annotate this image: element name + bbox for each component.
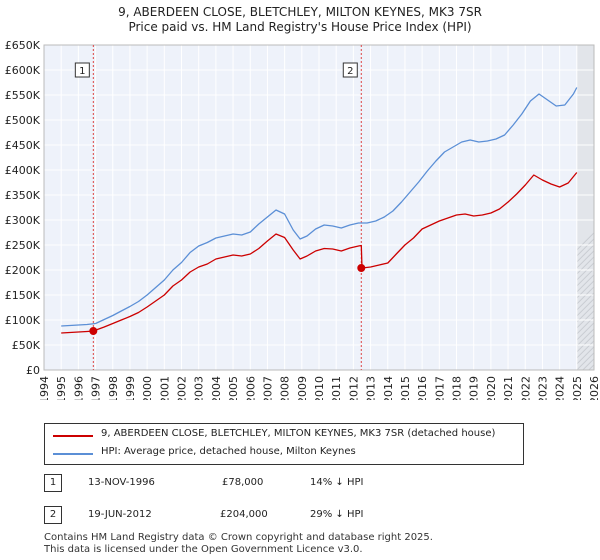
x-tick-label: 2008 (279, 376, 292, 400)
y-tick-label: £100K (5, 314, 41, 327)
chart-title: 9, ABERDEEN CLOSE, BLETCHLEY, MILTON KEY… (118, 5, 482, 19)
y-tick-label: £500K (5, 114, 41, 127)
x-tick-label: 2002 (176, 376, 189, 400)
y-tick-label: £250K (5, 239, 41, 252)
legend-label-property: 9, ABERDEEN CLOSE, BLETCHLEY, MILTON KEY… (101, 428, 496, 439)
transaction-hpi-diff: 29% ↓ HPI (310, 509, 364, 520)
y-tick-label: £50K (12, 339, 41, 352)
price-chart: £0 £50K £100K £150K £200K £250K £300K £350K £400… (5, 39, 600, 400)
y-tick-label: £600K (5, 64, 41, 77)
y-tick-label: £450K (5, 139, 41, 152)
sale-point (357, 264, 366, 272)
plot-border (43, 44, 595, 371)
x-tick-label: 1999 (124, 376, 137, 400)
x-tick-label: 2016 (416, 376, 429, 400)
x-tick-label: 2003 (193, 376, 206, 400)
x-tick-label: 1994 (38, 376, 51, 400)
x-tick-label: 2010 (313, 376, 326, 400)
x-tick-label: 1998 (107, 376, 120, 400)
transaction-hpi-diff: 14% ↓ HPI (310, 477, 364, 488)
x-tick-label: 1995 (55, 376, 68, 400)
footer-copyright: Contains HM Land Registry data © Crown c… (44, 532, 433, 543)
x-tick-label: 2022 (519, 376, 532, 400)
x-tick-label: 2011 (330, 376, 343, 400)
x-tick-label: 2007 (261, 376, 274, 400)
footer-licence: This data is licensed under the Open Gov… (44, 544, 363, 555)
x-tick-label: 2017 (433, 376, 446, 400)
sale-label-box (342, 62, 358, 78)
x-tick-label: 2012 (347, 376, 360, 400)
x-tick-label: 2005 (227, 376, 240, 400)
x-tick-label: 2000 (141, 376, 154, 400)
sale-point (89, 327, 98, 335)
y-tick-label: £650K (5, 39, 41, 52)
hpi-series-line (61, 87, 578, 327)
y-tick-label: £400K (5, 164, 41, 177)
forecast-hatch (576, 304, 594, 323)
y-tick-label: £350K (5, 189, 41, 202)
y-tick-label: £0 (26, 364, 40, 377)
legend-label-hpi: HPI: Average price, detached house, Milt… (101, 446, 356, 457)
forecast-region (576, 45, 594, 370)
chart-legend: 9, ABERDEEN CLOSE, BLETCHLEY, MILTON KEY… (44, 423, 524, 465)
forecast-hatch (576, 310, 594, 329)
x-tick-label: 2020 (485, 376, 498, 400)
transaction-date: 19-JUN-2012 (88, 509, 152, 520)
transaction-number-badge: 1 (44, 474, 62, 492)
sale-label-number: 2 (347, 66, 353, 77)
x-tick-label: 2001 (158, 376, 171, 400)
property-series-line (61, 172, 578, 334)
y-tick-label: £150K (5, 289, 41, 302)
x-tick-label: 2015 (399, 376, 412, 400)
x-tick-label: 2009 (296, 376, 309, 400)
transaction-number-badge: 2 (44, 506, 62, 524)
transaction-price: £204,000 (220, 509, 268, 520)
x-tick-label: 2006 (244, 376, 257, 400)
x-tick-label: 2004 (210, 376, 223, 400)
x-tick-label: 2014 (382, 376, 395, 400)
chart-subtitle: Price paid vs. HM Land Registry's House … (128, 20, 472, 34)
x-tick-label: 2013 (365, 376, 378, 400)
x-tick-label: 2026 (588, 376, 600, 400)
x-tick-label: 1997 (90, 376, 103, 400)
y-tick-label: £200K (5, 264, 41, 277)
x-tick-label: 2019 (468, 376, 481, 400)
x-tick-label: 2025 (571, 376, 584, 400)
forecast-hatch (595, 45, 600, 370)
x-tick-label: 2021 (502, 376, 515, 400)
x-tick-label: 2023 (536, 376, 549, 400)
transaction-price: £78,000 (222, 477, 264, 488)
legend-swatch-property (53, 435, 93, 437)
transaction-row: 2 19-JUN-2012 £204,000 29% ↓ HPI (44, 506, 484, 526)
y-tick-label: £300K (5, 214, 41, 227)
x-tick-label: 1996 (72, 376, 85, 400)
x-tick-label: 2024 (554, 376, 567, 400)
transaction-row: 1 13-NOV-1996 £78,000 14% ↓ HPI (44, 474, 484, 494)
transaction-date: 13-NOV-1996 (88, 477, 155, 488)
sale-label-box (74, 62, 90, 78)
legend-swatch-hpi (53, 453, 93, 455)
sale-label-number: 1 (79, 66, 85, 77)
y-tick-label: £550K (5, 89, 41, 102)
x-tick-label: 2018 (451, 376, 464, 400)
